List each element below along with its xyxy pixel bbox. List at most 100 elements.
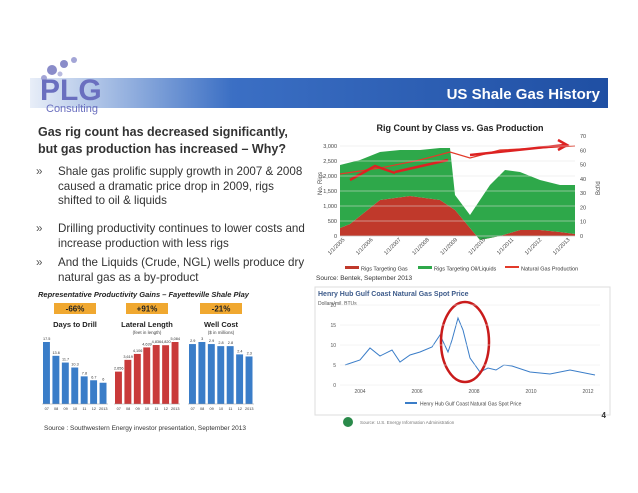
bar-label: 2.8: [218, 341, 223, 345]
y-tick-label: 3,000: [323, 144, 337, 150]
year-label: 2013: [245, 407, 253, 411]
bar-label: 2.9: [190, 339, 195, 343]
year-label: 07: [117, 407, 121, 411]
bar-label: 4,639: [142, 342, 152, 346]
year-label: 2013: [99, 407, 107, 411]
bar-label: 2.3: [247, 351, 252, 355]
bar-label: 3,619: [123, 355, 133, 359]
bar: [162, 345, 170, 404]
year-label: 09: [63, 407, 67, 411]
x-tick-label: 2004: [354, 389, 365, 395]
change-label: -66%: [66, 305, 85, 314]
bullet: » And the Liquids (Crude, NGL) wells prod…: [36, 256, 305, 284]
year-label: 07: [191, 407, 195, 411]
y-tick-label: 2,500: [323, 159, 337, 165]
year-label: 11: [228, 407, 232, 411]
bar-label: 4,820: [161, 340, 171, 344]
bar: [99, 382, 107, 404]
y2-tick-label: 10: [580, 220, 586, 226]
change-badge: [126, 303, 168, 314]
bar: [71, 367, 79, 404]
y-tick-label: 15: [330, 323, 336, 329]
year-label: 09: [135, 407, 139, 411]
bullet-text: Drilling productivity continues to lower…: [58, 222, 305, 250]
bar-label: 6.7: [91, 375, 96, 379]
bar-label: 2.9: [209, 339, 214, 343]
bar-label: 6: [102, 378, 104, 382]
legend-label: Rigs Targeting Gas: [361, 266, 408, 272]
y-tick-label: 0: [334, 234, 337, 240]
y2-tick-label: 70: [580, 134, 586, 140]
bar: [171, 342, 179, 404]
bar-label: 5,084: [171, 337, 181, 341]
group-name: Well Cost: [204, 320, 239, 329]
year-label: 10: [145, 407, 149, 411]
bar-label: 2.4: [237, 349, 242, 353]
eia-logo: [343, 417, 353, 427]
bar: [217, 346, 225, 404]
main-heading: Gas rig count has decreased significantl…: [38, 125, 288, 156]
y-tick-label: 0: [333, 383, 336, 389]
year-label: 12: [164, 407, 168, 411]
hh-source: Source: U.S. Energy Information Administ…: [360, 420, 455, 425]
hh-line: [344, 316, 596, 376]
change-label: -21%: [212, 305, 231, 314]
bar-label: 17.5: [43, 337, 50, 341]
year-label: 08: [54, 407, 58, 411]
y2-tick-label: 50: [580, 163, 586, 169]
group-name: Lateral Length: [121, 320, 173, 329]
year-label: 10: [73, 407, 77, 411]
hh-unit: Dollars/mil. BTUs: [318, 301, 357, 307]
bar-label: 2.8: [228, 341, 233, 345]
year-label: 12: [238, 407, 242, 411]
hh-frame: [314, 286, 611, 416]
rig-source: Source: Bentek, September 2013: [316, 275, 413, 282]
year-label: 07: [45, 407, 49, 411]
bar-label: 10.3: [71, 363, 78, 367]
rig-legend: [345, 266, 519, 269]
y-tick-label: 10: [330, 343, 336, 349]
bar: [198, 342, 206, 404]
hh-title: Henry Hub Gulf Coast Natural Gas Spot Pr…: [318, 291, 469, 298]
change-badge: [200, 303, 242, 314]
group-unit: ($ in millions): [208, 330, 235, 335]
rig-y2-title: Bcf/d: [596, 181, 602, 195]
x-tick-label: 2010: [525, 389, 536, 395]
bar-label: 11.7: [62, 358, 69, 362]
prod-source: Source : Southwestern Energy investor pr…: [44, 425, 246, 432]
change-label: +91%: [137, 305, 158, 314]
group-name: Days to Drill: [53, 320, 97, 329]
year-label: 08: [200, 407, 204, 411]
bar: [143, 347, 151, 404]
year-label: 11: [154, 407, 158, 411]
logo-sub: Consulting: [46, 103, 98, 115]
bar: [52, 355, 60, 404]
x-tick-label: 2008: [468, 389, 479, 395]
bar: [43, 342, 50, 404]
header-bar: [30, 78, 608, 108]
change-badge: [54, 303, 96, 314]
y2-tick-label: 40: [580, 177, 586, 183]
legend-label: Rigs Targeting Oil/Liquids: [434, 266, 497, 272]
bar: [124, 359, 132, 404]
bar-label: 3: [201, 337, 203, 341]
bar: [115, 371, 122, 404]
bar-label: 2,656: [114, 367, 124, 371]
bullet: » Drilling productivity continues to lowe…: [36, 222, 305, 250]
bar: [236, 354, 244, 404]
y-tick-label: 500: [328, 219, 337, 225]
rig-title: Rig Count by Class vs. Gas Production: [376, 123, 543, 133]
bullet-text: Shale gas prolific supply growth in 2007…: [58, 165, 303, 207]
y2-tick-label: 30: [580, 191, 586, 197]
hh-legend: Henry Hub Gulf Coast Natural Gas Spot Pr…: [420, 401, 522, 407]
y2-tick-label: 0: [580, 234, 583, 240]
year-label: 08: [126, 407, 130, 411]
legend-label: Natural Gas Production: [521, 266, 578, 272]
y2-tick-label: 20: [580, 205, 586, 211]
year-label: 2013: [171, 407, 179, 411]
year-label: 10: [219, 407, 223, 411]
bar: [189, 344, 196, 404]
bar-label: 13.6: [52, 351, 59, 355]
